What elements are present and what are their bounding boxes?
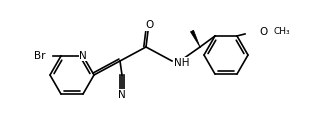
Text: NH: NH bbox=[174, 58, 189, 68]
Text: N: N bbox=[79, 51, 87, 61]
Text: O: O bbox=[259, 27, 267, 37]
Text: Br: Br bbox=[33, 51, 45, 61]
Text: CH₃: CH₃ bbox=[273, 27, 290, 36]
Text: O: O bbox=[145, 20, 153, 30]
Polygon shape bbox=[190, 30, 200, 47]
Text: N: N bbox=[118, 90, 126, 100]
